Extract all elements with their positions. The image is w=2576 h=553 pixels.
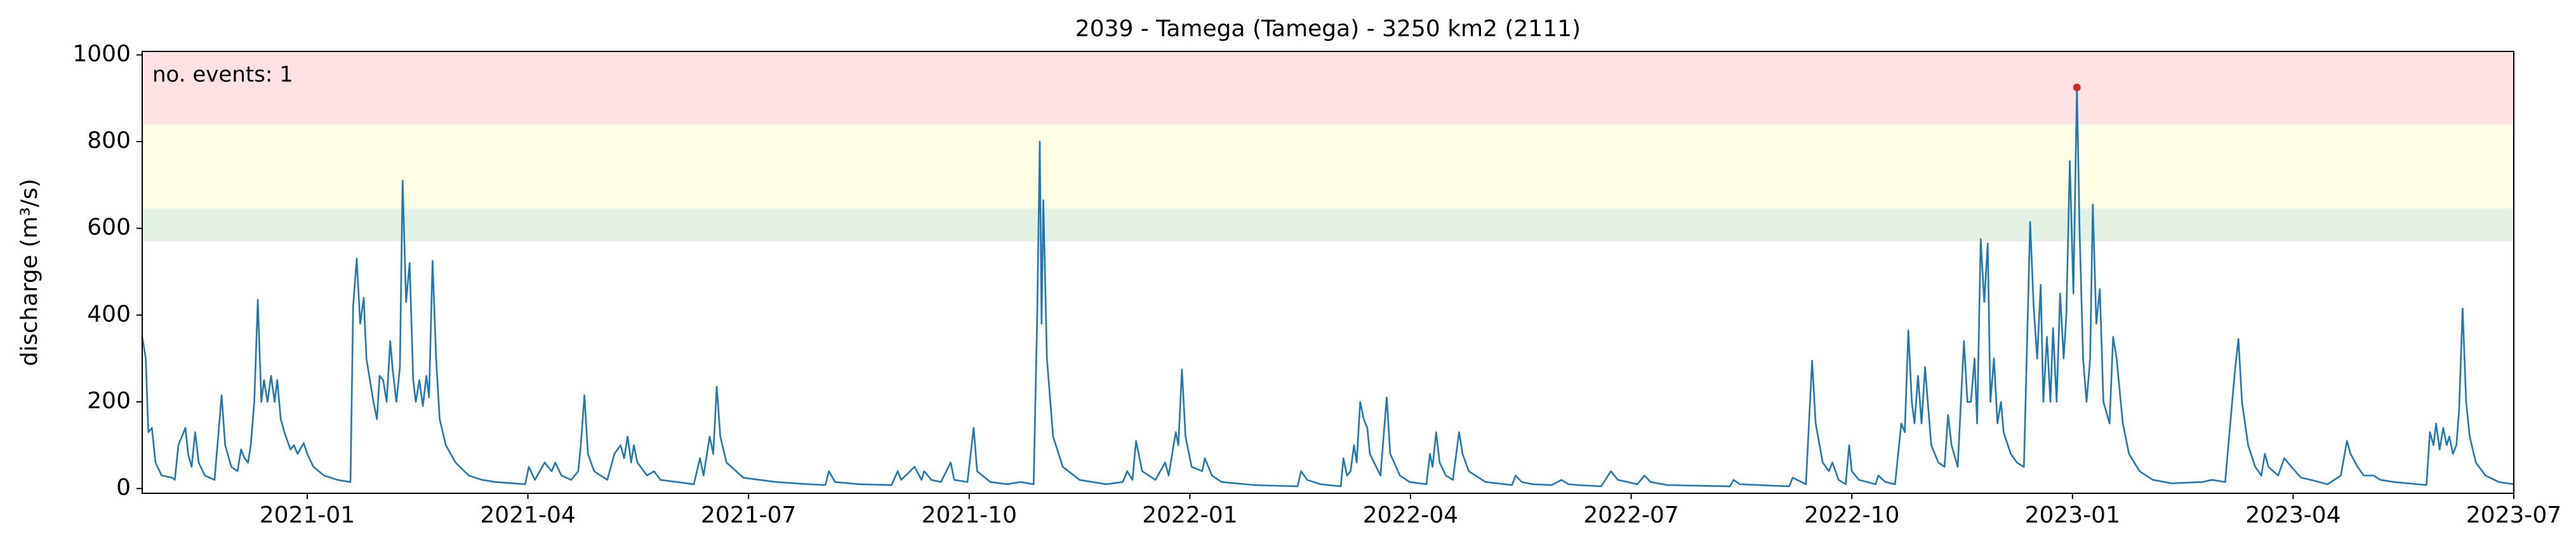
x-tick-label: 2021-04 [480,502,575,528]
x-tick-label: 2021-07 [701,502,796,528]
plot-frame [142,51,2514,494]
y-axis-label: discharge (m³/s) [17,178,43,366]
y-tick-label: 800 [87,128,131,154]
x-tick-label: 2022-04 [1363,502,1458,528]
threshold-band [142,51,2514,124]
x-tick-label: 2023-01 [2025,502,2120,528]
x-tick-label: 2023-04 [2245,502,2340,528]
x-tick-label: 2022-07 [1583,502,1678,528]
y-tick-label: 600 [87,215,131,241]
x-tick-label: 2023-07 [2466,502,2561,528]
y-tick-label: 0 [116,474,131,500]
x-tick-label: 2021-01 [260,502,355,528]
x-tick-label: 2022-01 [1142,502,1237,528]
x-tick-label: 2022-10 [1804,502,1899,528]
y-tick-label: 200 [87,388,131,414]
event-count: no. events: 1 [152,62,293,88]
chart-title: 2039 - Tamega (Tamega) - 3250 km2 (2111) [1075,16,1581,42]
x-tick-label: 2021-10 [922,502,1017,528]
threshold-band [142,124,2514,209]
threshold-band [142,208,2514,242]
event-marker [2073,83,2081,91]
discharge-line [141,86,2514,488]
y-tick-label: 1000 [72,41,131,67]
y-tick-label: 400 [87,301,131,327]
